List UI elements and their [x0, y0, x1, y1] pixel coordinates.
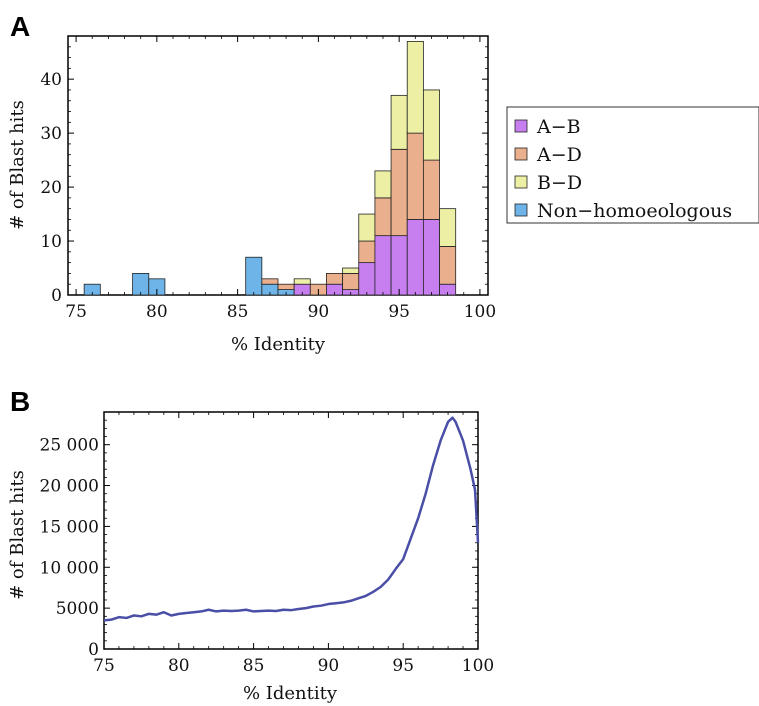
bar-segment: [342, 273, 360, 291]
x-tick-label: 95: [388, 302, 410, 322]
y-axis-label: # of Blast hits: [7, 100, 28, 230]
y-tick-label: 0: [88, 640, 99, 660]
bar-segment: [422, 159, 440, 220]
legend-label: Non−homoeologous: [537, 200, 732, 222]
y-tick-label: 25 000: [40, 436, 99, 456]
x-tick-label: 95: [392, 656, 414, 676]
x-tick-label: 80: [146, 302, 168, 322]
x-tick-label: 75: [65, 302, 87, 322]
density-line: [103, 416, 480, 622]
panel-letter-b: B: [10, 386, 30, 417]
y-axis-ticks: 0 5000 10 000 15 000 20 000 25 000: [40, 419, 478, 660]
x-tick-label: 100: [462, 656, 494, 676]
bar-segment: [358, 262, 376, 296]
bar-segment: [245, 256, 263, 296]
legend-swatch: [514, 119, 528, 133]
bar-segment: [261, 278, 279, 285]
bar-segment: [406, 40, 424, 134]
y-tick-label: 30: [40, 124, 62, 144]
legend-swatch: [514, 203, 528, 217]
x-tick-label: 75: [93, 656, 115, 676]
y-tick-label: 10: [40, 232, 62, 252]
x-tick-label: 80: [168, 656, 190, 676]
y-tick-label: 15 000: [40, 517, 99, 537]
x-axis-ticks: 75 80 85 90 95 100: [65, 36, 496, 322]
bar-segment: [277, 283, 295, 291]
bar-segment: [406, 219, 424, 296]
legend-label: A−B: [536, 116, 581, 138]
bar-segment: [422, 219, 440, 296]
bar-segment: [358, 213, 376, 242]
bar-segment: [422, 89, 440, 161]
bar-segment: [374, 197, 392, 237]
bar-segment: [390, 148, 408, 237]
y-tick-label: 20 000: [40, 477, 99, 497]
x-axis-ticks: 75 80 85 90 95 100: [93, 412, 494, 676]
legend-frame: [506, 106, 759, 224]
y-tick-label: 10 000: [40, 558, 99, 578]
bar-segment: [439, 208, 457, 247]
bar-segment: [342, 267, 360, 274]
legend-label: A−D: [536, 144, 582, 166]
bar-segment: [326, 273, 344, 285]
y-tick-label: 40: [40, 70, 62, 90]
bar-segment: [390, 235, 408, 296]
x-tick-label: 85: [243, 656, 265, 676]
legend-swatch: [514, 147, 528, 161]
bar-segment: [132, 273, 150, 296]
histogram-panel: 75 80 85 90 95 100 0 10 20 30 40 % Identity # of …: [7, 35, 496, 355]
bar-segment: [439, 246, 457, 285]
x-tick-label: 90: [318, 656, 340, 676]
x-tick-label: 100: [464, 302, 496, 322]
x-tick-label: 85: [227, 302, 249, 322]
y-axis-label: # of Blast hits: [7, 470, 28, 600]
line-panel: 75 80 85 90 95 100 0 5000 10 000 15 000 20 000 25 …: [7, 411, 494, 704]
y-tick-label: 5000: [56, 599, 99, 619]
bar-segment: [374, 170, 392, 199]
y-axis-ticks: 0 10 20 30 40: [40, 46, 488, 306]
y-tick-label: 0: [51, 286, 62, 306]
bar-segment: [406, 132, 424, 220]
x-tick-label: 90: [308, 302, 330, 322]
bar-segment: [374, 235, 392, 296]
legend-swatch: [514, 175, 528, 189]
x-axis-label: % Identity: [231, 334, 326, 355]
bar-segment: [293, 278, 311, 285]
x-axis-label: % Identity: [243, 683, 338, 704]
legend-label: B−D: [537, 172, 582, 194]
histogram-bars: [83, 40, 457, 296]
bar-segment: [390, 94, 408, 150]
legend: A−B A−D B−D Non−homoeologous: [506, 106, 759, 224]
bar-segment: [358, 240, 376, 264]
panel-letter-a: A: [10, 11, 30, 42]
y-tick-label: 20: [40, 178, 62, 198]
